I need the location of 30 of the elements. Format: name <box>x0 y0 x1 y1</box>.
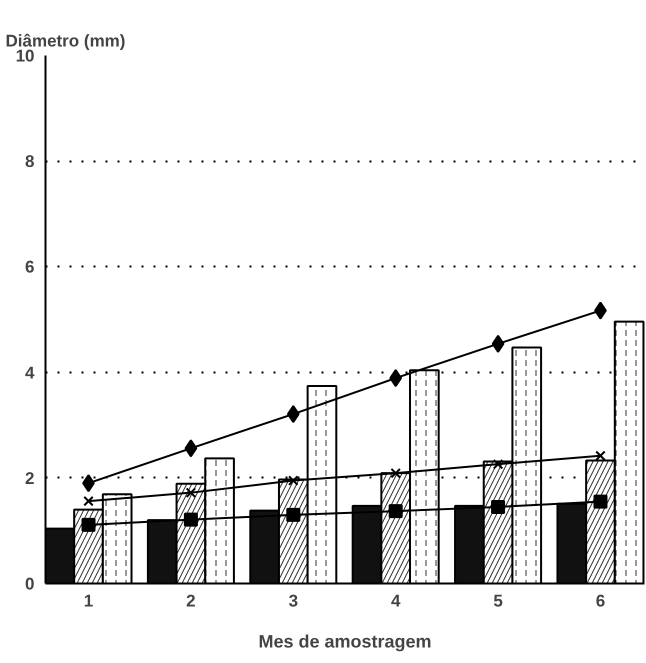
point <box>593 494 608 509</box>
x-tick-label: 5 <box>493 592 503 610</box>
point <box>390 468 401 478</box>
x-tick-label: 3 <box>288 592 298 610</box>
x-axis-title: Mes de amostragem <box>258 632 432 652</box>
y-tick-label: 8 <box>25 152 35 172</box>
point <box>595 450 606 461</box>
x-tick-label: 1 <box>84 592 94 610</box>
point <box>492 334 504 353</box>
x-tick-label: 4 <box>390 592 401 610</box>
point <box>288 475 299 486</box>
y-tick-label: 4 <box>25 363 36 382</box>
point <box>492 458 504 470</box>
point <box>594 302 607 320</box>
point <box>82 474 95 492</box>
y-tick-label: 6 <box>25 258 35 277</box>
point <box>186 487 196 498</box>
y-tick-label: 2 <box>25 468 35 488</box>
point <box>184 512 198 527</box>
x-tick-label: 2 <box>186 592 196 610</box>
y-tick-label: 0 <box>25 574 35 594</box>
point <box>184 439 198 458</box>
point <box>83 496 94 506</box>
point <box>389 369 402 388</box>
point <box>491 500 506 514</box>
point <box>388 504 403 518</box>
x-tick-label: 6 <box>596 592 606 610</box>
point <box>286 405 300 424</box>
point <box>82 518 96 532</box>
point <box>286 508 300 522</box>
